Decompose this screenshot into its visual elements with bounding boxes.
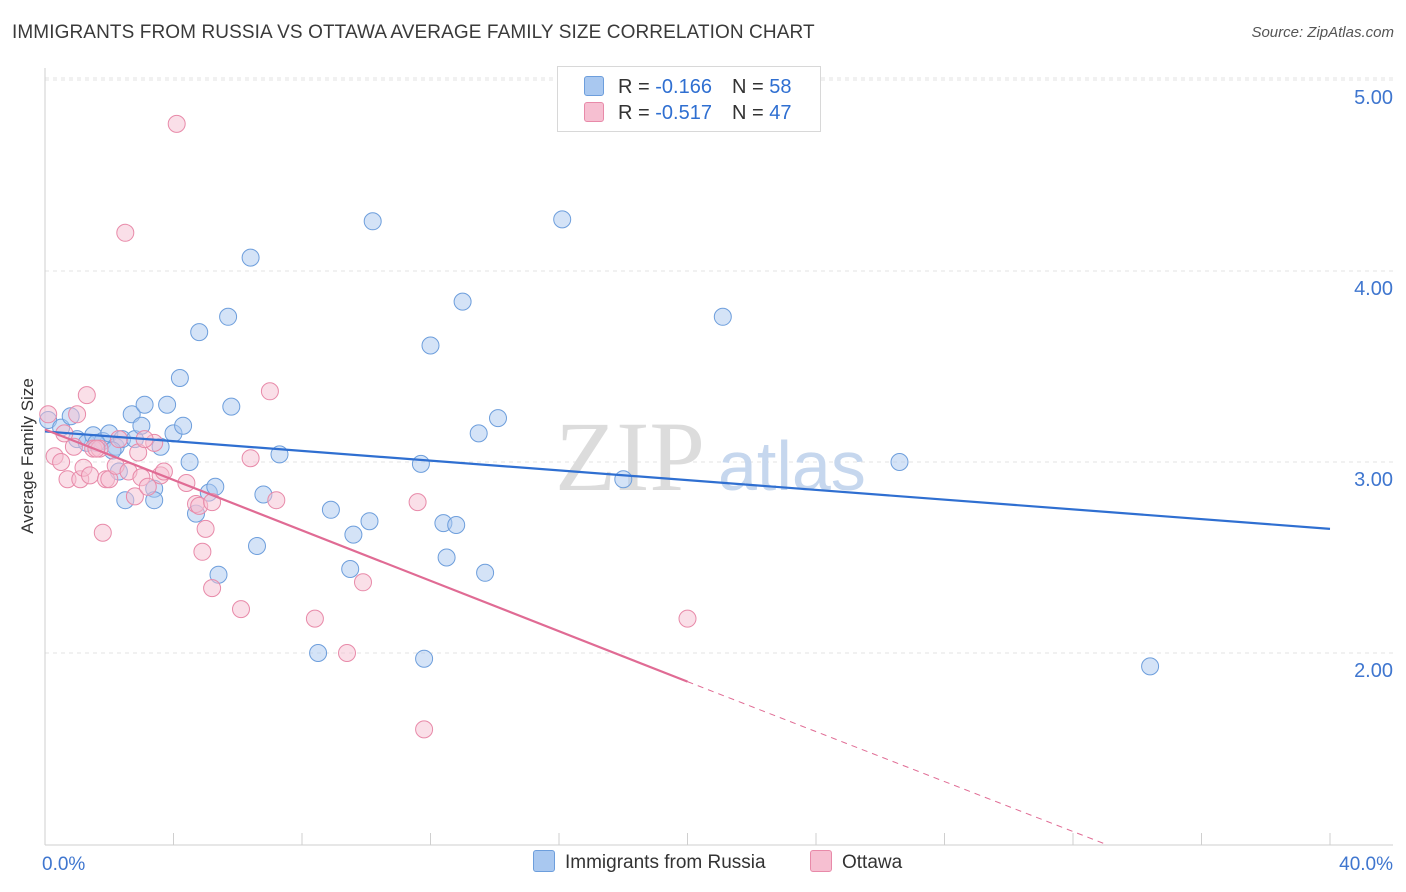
bottom-legend-swatch-pink	[810, 850, 832, 872]
bottom-legend-ottawa: Ottawa	[810, 850, 902, 874]
legend-swatch-blue	[584, 76, 604, 96]
bottom-legend-russia: Immigrants from Russia	[533, 850, 766, 874]
point-ottawa	[109, 430, 128, 449]
legend-row-russia: R = -0.166 N = 58	[584, 76, 791, 100]
x-tick-label: 40.0%	[1339, 854, 1393, 875]
legend-n-value: 47	[769, 102, 792, 124]
trend-line-ottawa-extension	[687, 681, 1106, 845]
point-ottawa	[267, 491, 286, 510]
legend-r-label: R =	[618, 76, 656, 98]
legend-r-value: -0.166	[655, 76, 712, 98]
point-russia	[553, 210, 572, 229]
point-russia	[241, 248, 260, 267]
chart-title: IMMIGRANTS FROM RUSSIA VS OTTAWA AVERAGE…	[12, 22, 815, 43]
legend-r-value: -0.517	[655, 102, 712, 124]
point-ottawa	[81, 466, 99, 485]
point-ottawa	[154, 462, 173, 481]
point-ottawa	[39, 405, 58, 424]
point-ottawa	[408, 493, 427, 512]
bottom-legend-label: Immigrants from Russia	[565, 852, 766, 873]
bottom-legend-swatch-blue	[533, 850, 555, 872]
point-russia	[363, 212, 382, 231]
legend-n-label: N =	[731, 76, 770, 98]
point-russia	[219, 307, 238, 326]
point-russia	[170, 369, 189, 387]
point-russia	[447, 516, 466, 534]
point-ottawa	[125, 487, 144, 506]
point-russia	[1141, 657, 1160, 676]
point-russia	[713, 307, 732, 326]
svg-text:atlas: atlas	[718, 427, 866, 505]
bottom-legend-label: Ottawa	[842, 852, 903, 873]
point-ottawa	[203, 579, 222, 598]
point-ottawa	[116, 223, 135, 242]
point-russia	[489, 409, 507, 428]
point-russia	[309, 644, 328, 662]
point-russia	[476, 563, 495, 582]
source-credit: Source: ZipAtlas.com	[1251, 24, 1394, 41]
point-ottawa	[678, 609, 697, 628]
point-ottawa	[354, 573, 372, 592]
point-russia	[158, 395, 177, 414]
point-russia	[421, 336, 440, 355]
point-russia	[614, 470, 633, 489]
y-tick-label: 4.00	[1354, 278, 1393, 300]
point-russia	[360, 512, 379, 531]
point-russia	[174, 416, 193, 435]
point-russia	[222, 397, 241, 416]
point-ottawa	[232, 600, 250, 619]
point-russia	[190, 323, 209, 342]
legend-n-label: N =	[731, 102, 770, 124]
svg-text:ZIP: ZIP	[555, 401, 705, 512]
trend-layer	[44, 428, 1331, 845]
point-russia	[344, 525, 363, 544]
point-russia	[437, 548, 456, 567]
legend: R = -0.166 N = 58 R = -0.517 N = 47	[557, 66, 821, 132]
point-russia	[248, 537, 266, 555]
grid-layer	[45, 77, 1393, 654]
point-ottawa	[338, 644, 356, 662]
legend-row-ottawa: R = -0.517 N = 47	[584, 102, 791, 126]
point-ottawa	[167, 114, 186, 133]
trend-line-russia	[44, 430, 1331, 530]
point-russia	[180, 453, 199, 471]
y-tick-label: 5.00	[1354, 87, 1393, 109]
point-ottawa	[138, 477, 157, 496]
trend-line-ottawa	[44, 428, 688, 683]
point-ottawa	[415, 720, 434, 739]
axis-layer: 2.00 3.00 4.00 5.00 0.0% 40.0%	[42, 68, 1393, 875]
point-ottawa	[196, 519, 215, 538]
y-tick-label: 3.00	[1354, 469, 1393, 491]
point-russia	[321, 500, 340, 519]
point-ottawa	[77, 386, 96, 405]
point-russia	[411, 454, 430, 473]
legend-r-label: R =	[618, 102, 656, 124]
watermark-logo: ZIP atlas	[555, 401, 866, 512]
point-ottawa	[68, 405, 87, 424]
point-russia	[469, 424, 488, 443]
x-tick-label: 0.0%	[42, 854, 85, 875]
point-ottawa	[241, 449, 260, 468]
point-ottawa	[52, 453, 71, 471]
point-russia	[206, 477, 225, 496]
point-ottawa	[260, 382, 279, 401]
point-russia	[135, 395, 154, 414]
point-ottawa	[93, 523, 112, 542]
point-russia	[890, 453, 909, 471]
legend-swatch-pink	[584, 102, 604, 122]
point-russia	[341, 560, 360, 578]
y-axis-label: Average Family Size	[18, 378, 37, 534]
y-tick-label: 2.00	[1354, 660, 1393, 682]
point-russia	[415, 649, 434, 668]
point-russia	[453, 292, 472, 311]
legend-n-value: 58	[769, 76, 792, 98]
point-ottawa	[305, 609, 324, 628]
point-ottawa	[193, 542, 212, 561]
